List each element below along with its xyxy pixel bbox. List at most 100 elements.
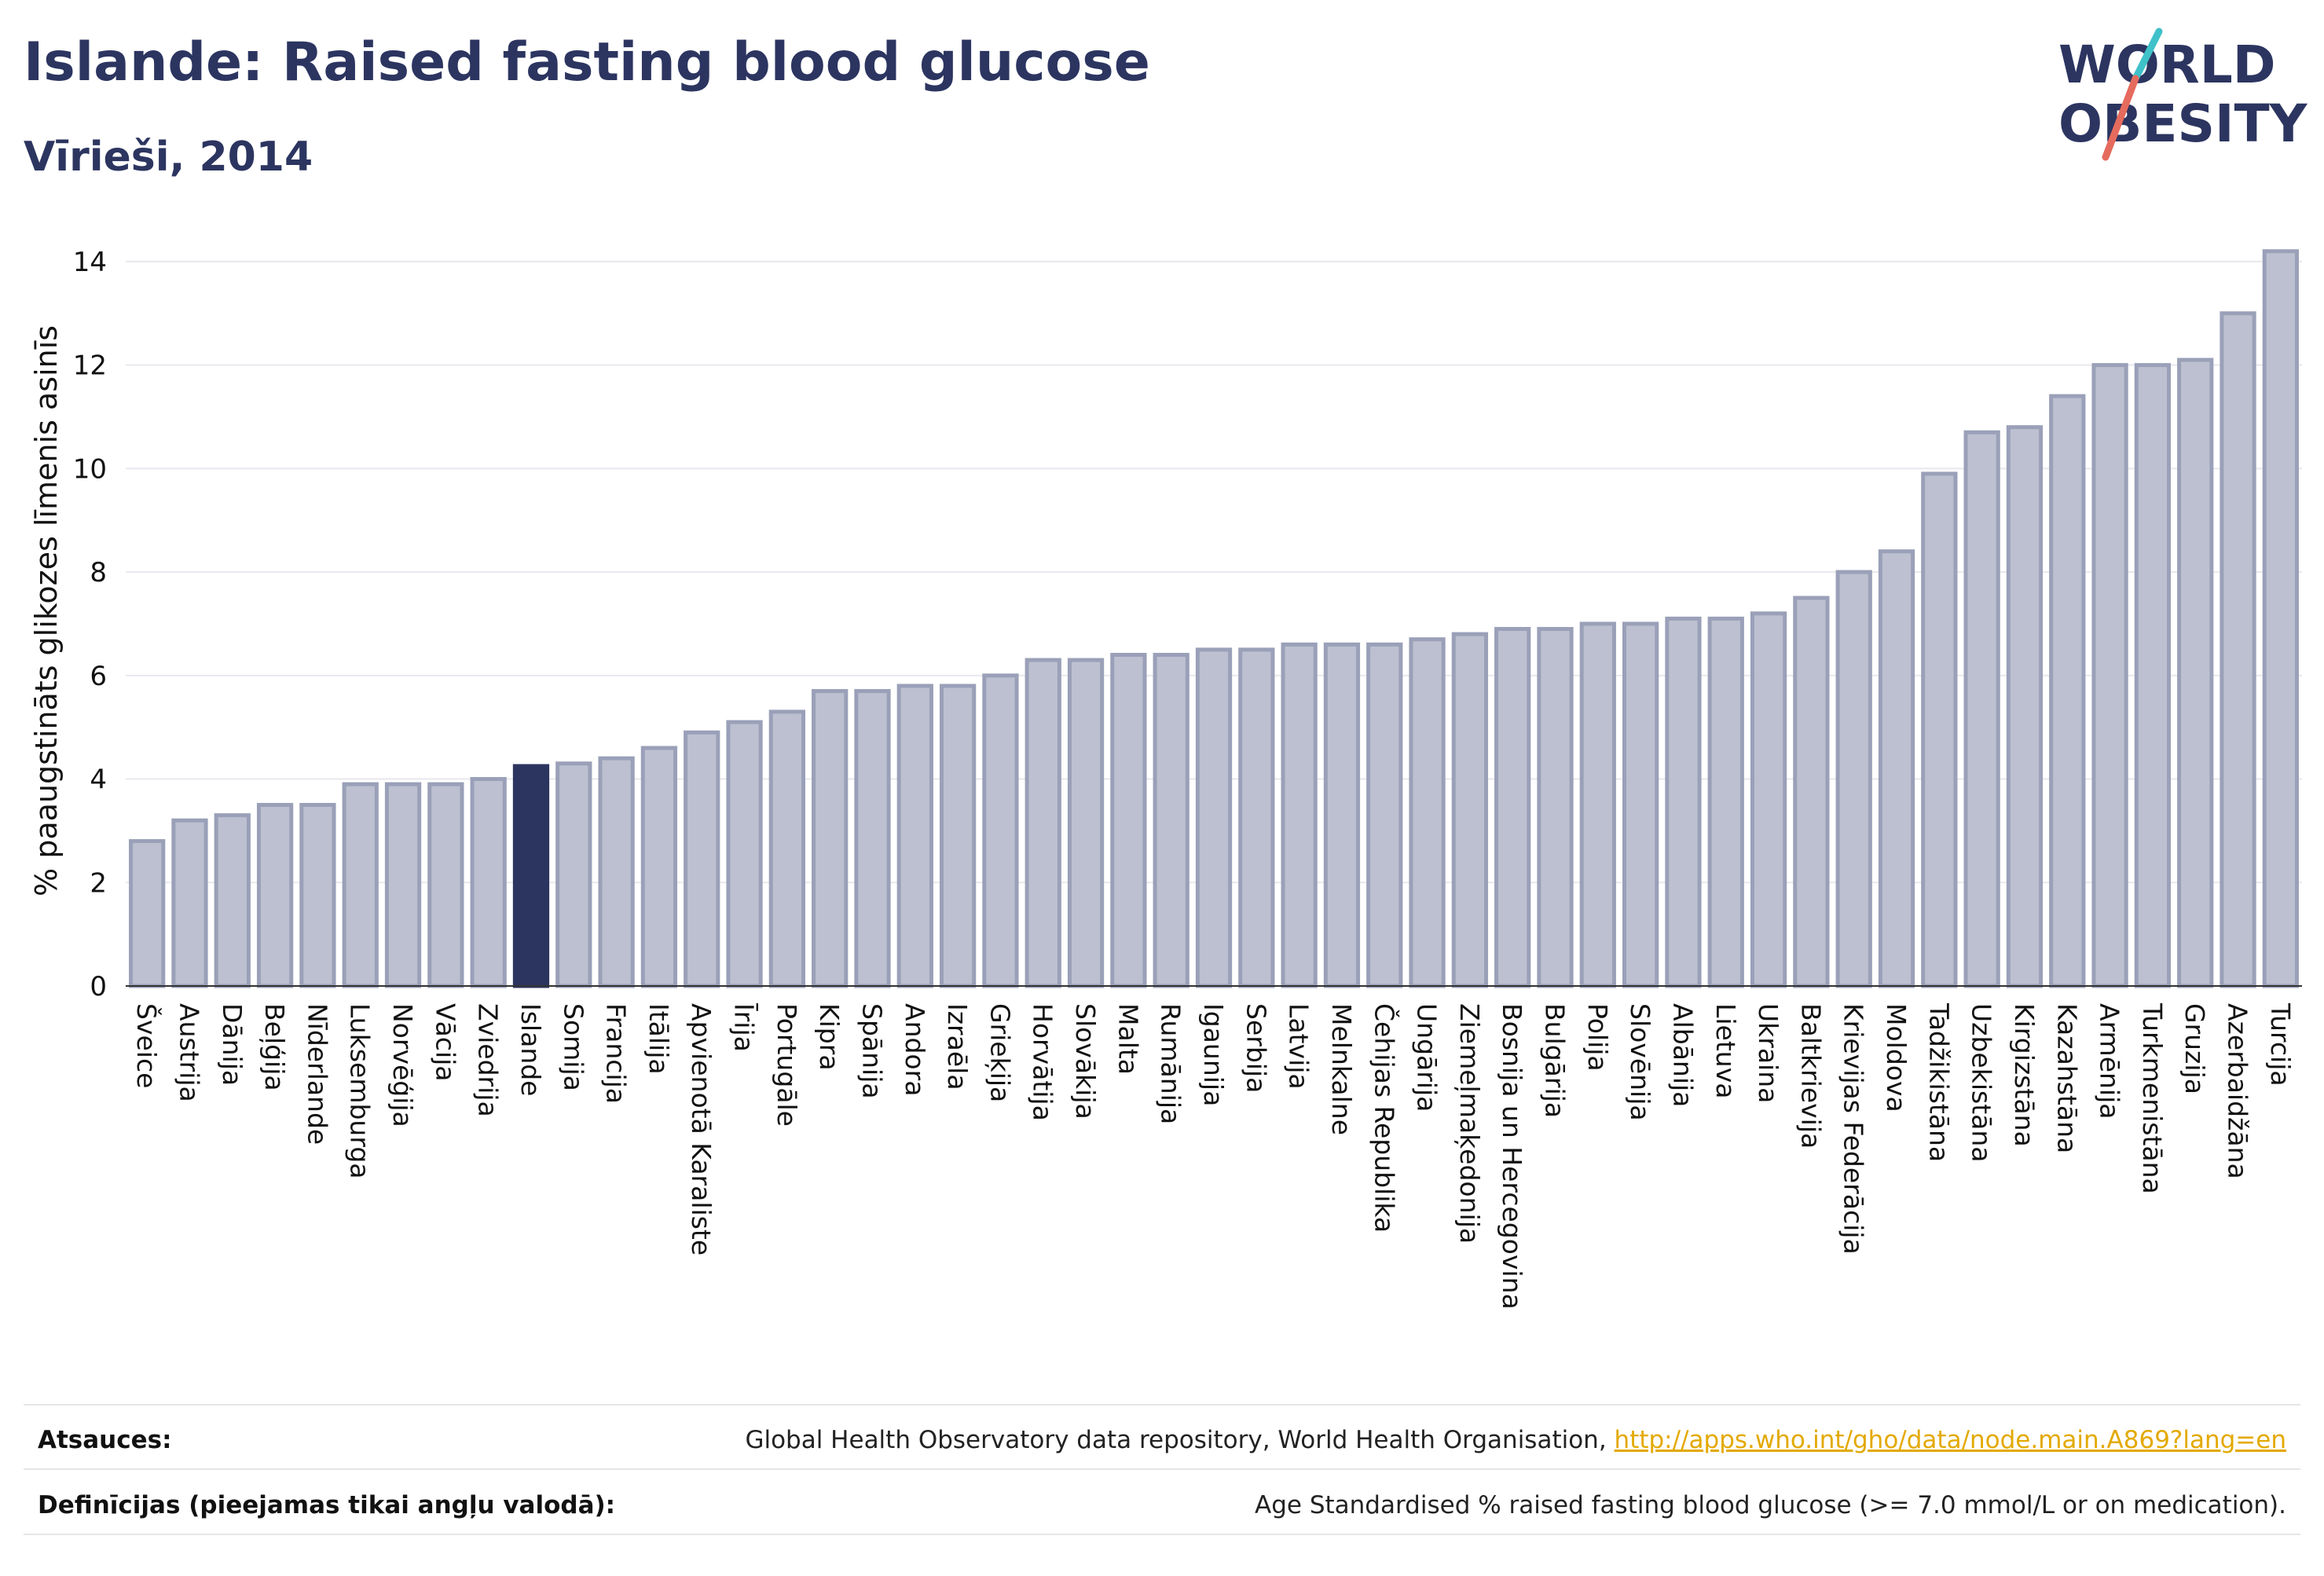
bar-chart: 0 2 4 6 8 10 12 14 Šveice Austrija Dānija Beļģija N… <box>29 247 2302 1310</box>
bar <box>1409 637 1446 988</box>
bar <box>939 684 977 988</box>
bar <box>342 782 379 988</box>
logo-slash-bottom <box>2102 75 2139 161</box>
sources-description: Global Health Observatory data repositor… <box>745 1426 1615 1454</box>
x-tick-label: Uzbekistāna <box>1967 1003 1997 1163</box>
bar <box>384 782 422 988</box>
bar <box>598 756 635 988</box>
x-tick-label: Dānija <box>217 1003 247 1086</box>
x-tick-label: Bulgārija <box>1540 1003 1571 1118</box>
x-tick-label: Vācija <box>430 1003 460 1082</box>
bar <box>129 839 166 988</box>
bar <box>1793 596 1830 988</box>
bar <box>1878 549 1915 988</box>
x-tick-label: Turkmenistāna <box>2137 1002 2168 1194</box>
x-tick-label: Lietuva <box>1710 1003 1741 1098</box>
bar <box>854 689 891 988</box>
bar <box>2049 394 2086 988</box>
x-tick-label: Azerbaidžāna <box>2223 1003 2253 1179</box>
world-obesity-logo: WORLD OBESITY <box>2058 27 2308 161</box>
x-tick-label: Slovākija <box>1070 1003 1101 1120</box>
x-tick-label: Somija <box>558 1003 588 1091</box>
bar <box>684 730 720 988</box>
bar <box>1707 616 1744 988</box>
bar <box>256 802 294 988</box>
chart-title: Islande: Raised fasting blood glucose <box>24 31 1150 93</box>
bar <box>1665 616 1702 988</box>
bar <box>1451 632 1489 988</box>
logo-slash-top <box>2132 27 2163 82</box>
bar <box>1238 647 1275 988</box>
x-tick-label: Gruzija <box>2179 1003 2210 1094</box>
logo-line1: WORLD <box>2058 35 2276 95</box>
x-tick-label: Ungārija <box>1412 1003 1442 1112</box>
bar <box>2220 311 2256 988</box>
bars <box>129 249 2299 988</box>
bar <box>1921 471 1958 988</box>
bar <box>427 782 464 988</box>
x-tick-label: Īrija <box>729 1003 760 1052</box>
x-tick-label: Serbija <box>1241 1003 1271 1093</box>
x-tick-label: Norvēģija <box>387 1003 418 1127</box>
x-tick-label: Bosnija un Hercegovina <box>1497 1003 1527 1310</box>
bar <box>299 802 336 988</box>
x-tick-label: Itālija <box>643 1003 674 1075</box>
bar <box>1963 430 2000 988</box>
x-tick-label: Melnkalne <box>1326 1003 1357 1135</box>
bar <box>2091 363 2128 988</box>
y-tick-label: 0 <box>90 971 107 1002</box>
bar <box>1750 611 1787 988</box>
sources-text: Global Health Observatory data repositor… <box>745 1426 2286 1454</box>
x-tick-label: Izraēla <box>942 1003 973 1090</box>
bar <box>1110 652 1147 988</box>
y-tick-label: 6 <box>90 661 107 692</box>
y-axis-ticks: 0 2 4 6 8 10 12 14 <box>73 247 107 1002</box>
x-tick-label: Kazahstāna <box>2051 1003 2082 1153</box>
definitions-text: Age Standardised % raised fasting blood … <box>1255 1491 2286 1519</box>
x-tick-label: Horvātija <box>1028 1003 1058 1121</box>
x-tick-label: Francija <box>601 1003 632 1104</box>
sources-label: Atsauces: <box>38 1426 172 1454</box>
bar <box>1835 570 1872 988</box>
x-tick-label: Albānija <box>1667 1003 1698 1107</box>
x-tick-label: Kirgizstāna <box>2009 1003 2040 1147</box>
bar <box>171 818 208 988</box>
x-tick-label: Kipra <box>814 1003 845 1071</box>
sources-link[interactable]: http://apps.who.int/gho/data/node.main.A… <box>1614 1426 2286 1454</box>
bar <box>1537 627 1574 988</box>
x-tick-label: Spānija <box>856 1003 887 1099</box>
y-tick-label: 10 <box>73 453 107 485</box>
footer-divider-middle <box>24 1468 2300 1470</box>
x-tick-label: Islande <box>515 1003 546 1096</box>
chart-subtitle: Vīrieši, 2014 <box>24 134 313 181</box>
x-tick-label: Turcija <box>2265 1002 2296 1087</box>
bar <box>768 709 806 988</box>
y-tick-label: 8 <box>90 557 107 588</box>
bar <box>1366 642 1403 988</box>
bar <box>470 777 507 988</box>
y-tick-label: 12 <box>73 350 107 382</box>
bar <box>1067 658 1105 988</box>
x-tick-label: Čehijas Republika <box>1369 1003 1400 1233</box>
x-tick-label: Ukraina <box>1753 1003 1783 1103</box>
y-tick-label: 4 <box>90 764 107 796</box>
x-tick-label: Grieķija <box>984 1003 1015 1102</box>
x-axis-labels: Šveice Austrija Dānija Beļģija Nīderlande Luk… <box>131 1002 2296 1310</box>
y-tick-label: 14 <box>73 247 107 278</box>
x-tick-label: Andora <box>900 1003 930 1096</box>
bar <box>896 684 933 988</box>
x-tick-label: Krievijas Federācija <box>1838 1003 1869 1255</box>
bar-highlight <box>512 764 550 988</box>
x-tick-label: Rumānija <box>1156 1003 1186 1124</box>
x-tick-label: Šveice <box>131 1003 163 1088</box>
bar <box>214 813 251 988</box>
x-tick-label: Luksemburga <box>345 1003 376 1179</box>
x-tick-label: Armēnija <box>2095 1003 2125 1120</box>
x-tick-label: Tadžikistāna <box>1923 1002 1954 1162</box>
x-tick-label: Igaunija <box>1198 1003 1229 1106</box>
x-tick-label: Slovēnija <box>1625 1003 1655 1121</box>
x-tick-label: Zviedrija <box>473 1003 504 1117</box>
x-tick-label: Ziemeļmaķedonija <box>1454 1003 1485 1244</box>
x-tick-label: Moldova <box>1881 1003 1912 1112</box>
x-tick-label: Portugāle <box>772 1003 802 1127</box>
